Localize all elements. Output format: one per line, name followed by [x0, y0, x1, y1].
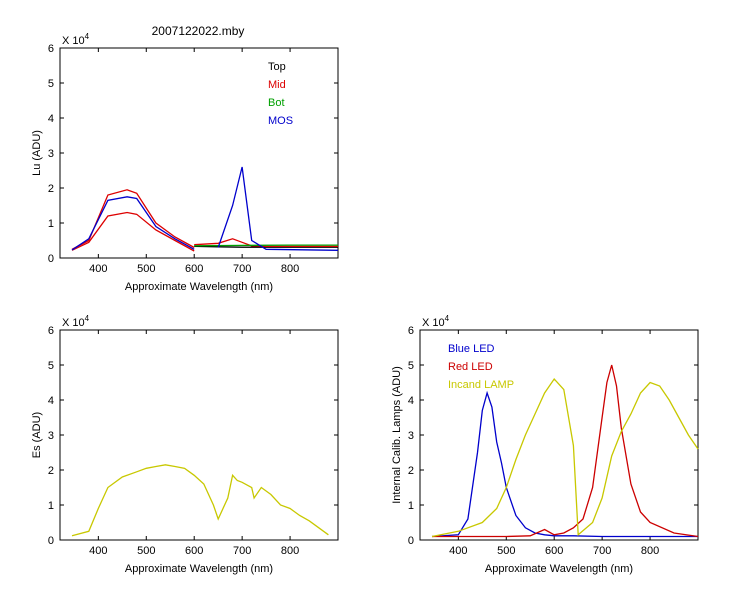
y-tick-label: 0 — [408, 535, 414, 547]
y-tick-label: 2 — [48, 465, 54, 477]
y-tick-label: 1 — [48, 218, 54, 230]
x-tick-label: 800 — [641, 545, 659, 557]
x-tick-label: 600 — [185, 545, 203, 557]
series-line-mos — [217, 166, 339, 251]
x-tick-label: 600 — [545, 545, 563, 557]
x-tick-label: 400 — [89, 545, 107, 557]
y-tick-label: 6 — [48, 325, 54, 337]
y-tick-label: 3 — [48, 148, 54, 160]
y-tick-label: 5 — [408, 360, 414, 372]
x-tick-label: 700 — [233, 263, 251, 275]
y-tick-label: 2 — [408, 465, 414, 477]
x-axis-label: Approximate Wavelength (nm) — [125, 563, 273, 575]
x-tick-label: 800 — [281, 263, 299, 275]
x-tick-label: 400 — [89, 263, 107, 275]
x-tick-label: 700 — [593, 545, 611, 557]
plot-frame — [59, 329, 339, 541]
y-tick-label: 2 — [48, 183, 54, 195]
series-lines — [71, 166, 339, 252]
x-axis-label: Approximate Wavelength (nm) — [125, 281, 273, 293]
legend-entry-mid: Mid — [268, 79, 286, 91]
panel-lu: 400 500 600 700 800 0 1 2 3 4 5 6 X 104 Approximate… — [31, 32, 339, 293]
series-lines — [431, 364, 699, 538]
y-tick-label: 6 — [408, 325, 414, 337]
y-tick-label: 3 — [48, 430, 54, 442]
y-tick-label: 6 — [48, 43, 54, 55]
x-tick-label: 600 — [185, 263, 203, 275]
x-tick-label: 500 — [137, 545, 155, 557]
panel-calib-lamps: 400 500 600 700 800 0 1 2 3 4 5 6 X 104 Approximate… — [391, 314, 699, 575]
y-tick-label: 1 — [408, 500, 414, 512]
series-line-mos — [71, 196, 195, 251]
series-line-blue-led — [431, 390, 698, 538]
legend-entry-mos: MOS — [268, 115, 293, 127]
series-line-incand-lamp — [431, 377, 699, 538]
scale-label: X 104 — [422, 314, 450, 329]
x-tick-label: 500 — [137, 263, 155, 275]
scale-label: X 104 — [62, 32, 90, 47]
series-line-mid — [71, 211, 195, 252]
series-line — [71, 464, 329, 537]
legend-entry-red-led: Red LED — [448, 361, 493, 373]
series-line-red-led — [432, 364, 699, 538]
legend-entry-top: Top — [268, 61, 286, 73]
y-tick-label: 4 — [48, 395, 54, 407]
x-tick-label: 400 — [449, 545, 467, 557]
y-tick-label: 5 — [48, 360, 54, 372]
figure-title: 2007122022.mby — [152, 24, 245, 38]
legend: Top Mid Bot MOS — [268, 61, 293, 127]
legend-entry-incand-lamp: Incand LAMP — [448, 379, 514, 391]
y-axis-label: Es (ADU) — [31, 412, 43, 458]
y-tick-label: 4 — [408, 395, 414, 407]
axis-ticks: 400 500 600 700 800 0 1 2 3 4 5 6 — [408, 325, 698, 557]
series-lines — [71, 464, 329, 537]
y-axis-label: Lu (ADU) — [31, 130, 43, 176]
series-line-mid — [194, 238, 338, 248]
series-line-bot — [194, 244, 338, 247]
y-axis-label: Internal Calib. Lamps (ADU) — [391, 366, 403, 504]
legend: Blue LED Red LED Incand LAMP — [448, 343, 514, 391]
x-tick-label: 700 — [233, 545, 251, 557]
y-tick-label: 1 — [48, 500, 54, 512]
scale-label: X 104 — [62, 314, 90, 329]
y-tick-label: 4 — [48, 113, 54, 125]
legend-entry-bot: Bot — [268, 97, 285, 109]
y-tick-label: 5 — [48, 78, 54, 90]
x-tick-label: 500 — [497, 545, 515, 557]
series-line-top — [194, 245, 338, 248]
y-tick-label: 0 — [48, 253, 54, 265]
y-tick-label: 3 — [408, 430, 414, 442]
axis-ticks: 400 500 600 700 800 0 1 2 3 4 5 6 — [48, 325, 338, 557]
legend-entry-blue-led: Blue LED — [448, 343, 495, 355]
panel-es: 400 500 600 700 800 0 1 2 3 4 5 6 X 104 Approximate… — [31, 314, 339, 575]
x-tick-label: 800 — [281, 545, 299, 557]
x-axis-label: Approximate Wavelength (nm) — [485, 563, 633, 575]
plot-frame — [59, 47, 339, 259]
axis-ticks: 400 500 600 700 800 0 1 2 3 4 5 6 — [48, 43, 338, 275]
y-tick-label: 0 — [48, 535, 54, 547]
